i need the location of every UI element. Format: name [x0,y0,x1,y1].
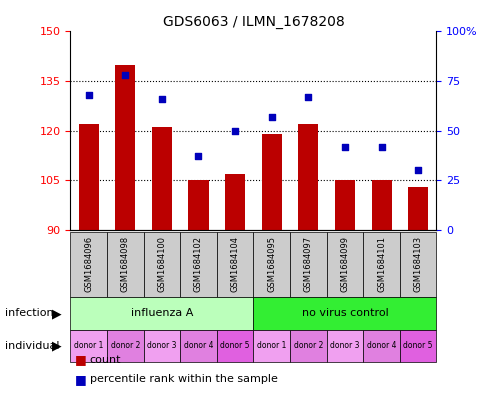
Title: GDS6063 / ILMN_1678208: GDS6063 / ILMN_1678208 [162,15,344,29]
Text: donor 5: donor 5 [403,342,432,350]
Text: infection: infection [5,309,53,318]
Text: donor 4: donor 4 [366,342,395,350]
Text: ■: ■ [75,353,87,366]
Text: ▶: ▶ [52,307,62,320]
Bar [407,187,427,230]
Text: count: count [90,354,121,365]
Point [377,143,385,150]
Text: donor 3: donor 3 [330,342,359,350]
Bar [188,180,208,230]
Bar [115,64,135,230]
Text: GSM1684103: GSM1684103 [413,236,422,292]
Point [121,72,129,78]
Bar [78,124,99,230]
Text: influenza A: influenza A [130,309,193,318]
Bar [151,127,172,230]
Text: percentile rank within the sample: percentile rank within the sample [90,374,277,384]
Text: individual: individual [5,341,59,351]
Point [158,96,166,102]
Text: no virus control: no virus control [301,309,388,318]
Bar [225,174,245,230]
Bar [334,180,354,230]
Text: GSM1684099: GSM1684099 [340,236,349,292]
Text: GSM1684095: GSM1684095 [267,236,276,292]
Text: GSM1684098: GSM1684098 [121,236,130,292]
Text: donor 5: donor 5 [220,342,249,350]
Point [231,127,239,134]
Text: GSM1684104: GSM1684104 [230,236,239,292]
Bar [298,124,318,230]
Text: donor 4: donor 4 [183,342,213,350]
Point [340,143,348,150]
Point [85,92,92,98]
Text: donor 1: donor 1 [74,342,103,350]
Text: donor 3: donor 3 [147,342,176,350]
Text: GSM1684100: GSM1684100 [157,236,166,292]
Point [267,114,275,120]
Point [194,153,202,160]
Text: donor 2: donor 2 [293,342,322,350]
Text: GSM1684097: GSM1684097 [303,236,312,292]
Text: GSM1684101: GSM1684101 [376,236,385,292]
Text: GSM1684096: GSM1684096 [84,236,93,292]
Point [304,94,312,100]
Text: donor 2: donor 2 [110,342,140,350]
Text: donor 1: donor 1 [257,342,286,350]
Bar [371,180,391,230]
Bar [261,134,281,230]
Text: ▶: ▶ [52,339,62,353]
Point [413,167,421,174]
Text: GSM1684102: GSM1684102 [194,236,203,292]
Text: ■: ■ [75,373,87,386]
